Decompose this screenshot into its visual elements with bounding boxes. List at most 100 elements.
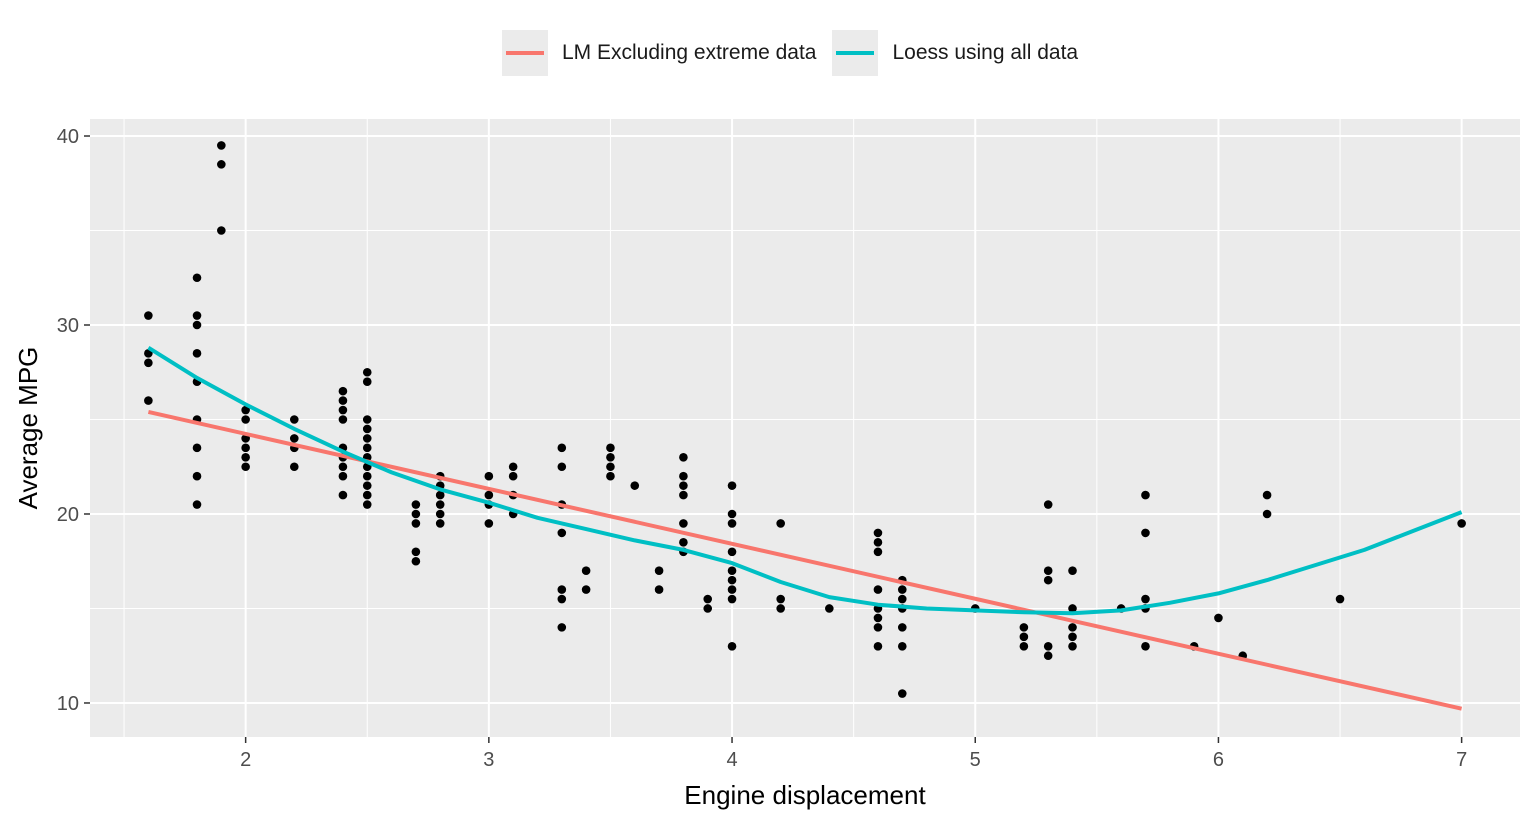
data-point: [873, 528, 883, 538]
data-point: [873, 538, 883, 547]
data-point: [362, 377, 372, 386]
data-point: [241, 443, 250, 453]
data-point: [654, 585, 664, 594]
data-point: [873, 613, 883, 623]
legend-swatch-lm: [506, 51, 544, 55]
data-point: [727, 585, 737, 594]
data-point: [557, 528, 567, 538]
data-point: [411, 547, 421, 557]
data-point: [873, 623, 883, 632]
legend-item-loess: Loess using all data: [832, 30, 1078, 76]
data-point: [581, 566, 591, 575]
data-point: [241, 415, 250, 424]
data-point: [630, 481, 640, 490]
data-point: [727, 575, 737, 585]
fit-lines: [147, 346, 1463, 711]
data-point: [484, 519, 494, 528]
data-point: [435, 490, 445, 500]
data-point: [411, 500, 421, 509]
data-point: [1262, 490, 1272, 500]
data-point: [508, 462, 518, 472]
data-point: [1068, 566, 1077, 575]
data-point: [435, 519, 445, 528]
data-point: [557, 443, 567, 453]
data-point: [338, 386, 348, 396]
data-point: [338, 490, 348, 500]
data-point: [897, 623, 907, 632]
data-point: [338, 415, 348, 424]
data-point: [873, 641, 883, 651]
data-point: [679, 452, 688, 462]
data-point: [1141, 641, 1150, 651]
data-point: [289, 462, 299, 472]
y-tick-label: 20: [57, 504, 79, 526]
data-point: [897, 641, 907, 651]
data-point: [606, 471, 615, 481]
data-point: [192, 320, 202, 330]
data-point: [679, 471, 688, 481]
data-point: [873, 547, 883, 557]
data-point: [192, 273, 202, 283]
data-point: [1141, 594, 1150, 604]
data-point: [727, 547, 737, 557]
data-point: [776, 519, 785, 528]
data-point: [1141, 528, 1150, 538]
data-point: [727, 566, 737, 575]
data-point: [1457, 519, 1466, 528]
x-tick-label: 2: [240, 749, 251, 771]
data-point: [435, 509, 445, 519]
data-point: [1141, 490, 1150, 500]
loess-line: [147, 346, 1463, 616]
data-point: [362, 500, 372, 509]
data-point: [1068, 641, 1077, 651]
data-point: [1043, 575, 1053, 585]
data-point: [654, 566, 664, 575]
data-point: [1043, 651, 1053, 661]
data-point: [1019, 641, 1029, 651]
data-point: [192, 471, 202, 481]
legend: LM Excluding extreme data Loess using al…: [502, 30, 1094, 76]
data-point: [557, 585, 567, 594]
y-tick-label: 30: [57, 315, 79, 337]
data-point: [1068, 623, 1077, 632]
data-point: [192, 500, 202, 509]
data-point: [557, 623, 567, 632]
data-point: [679, 490, 688, 500]
data-point: [192, 443, 202, 453]
data-point: [679, 519, 688, 528]
data-point: [144, 311, 153, 320]
data-point: [362, 415, 372, 424]
axes: 2 3 4 5 6 7 10 20 30 40: [57, 126, 1467, 771]
legend-key-loess: [832, 30, 879, 76]
data-point: [217, 160, 226, 169]
data-point: [362, 490, 372, 500]
data-point: [1335, 594, 1345, 604]
data-point: [557, 594, 567, 604]
data-point: [484, 490, 494, 500]
data-point: [1043, 641, 1053, 651]
data-point: [338, 405, 348, 415]
data-point: [411, 519, 421, 528]
data-point: [144, 396, 153, 405]
data-point: [362, 471, 372, 481]
data-point: [241, 405, 250, 415]
data-point: [776, 604, 785, 613]
legend-label-loess: Loess using all data: [892, 41, 1079, 64]
data-point: [338, 396, 348, 405]
data-point: [727, 641, 737, 651]
data-point: [727, 594, 737, 604]
data-point: [411, 556, 421, 566]
data-point: [508, 471, 518, 481]
data-point: [289, 415, 299, 424]
data-point: [1019, 623, 1029, 632]
data-point: [1068, 632, 1077, 642]
data-point: [679, 538, 688, 547]
data-point: [581, 585, 591, 594]
data-point: [241, 452, 250, 462]
data-point: [1262, 509, 1272, 519]
data-point: [289, 434, 299, 443]
data-point: [338, 471, 348, 481]
data-point: [825, 604, 834, 613]
data-point: [606, 462, 615, 472]
